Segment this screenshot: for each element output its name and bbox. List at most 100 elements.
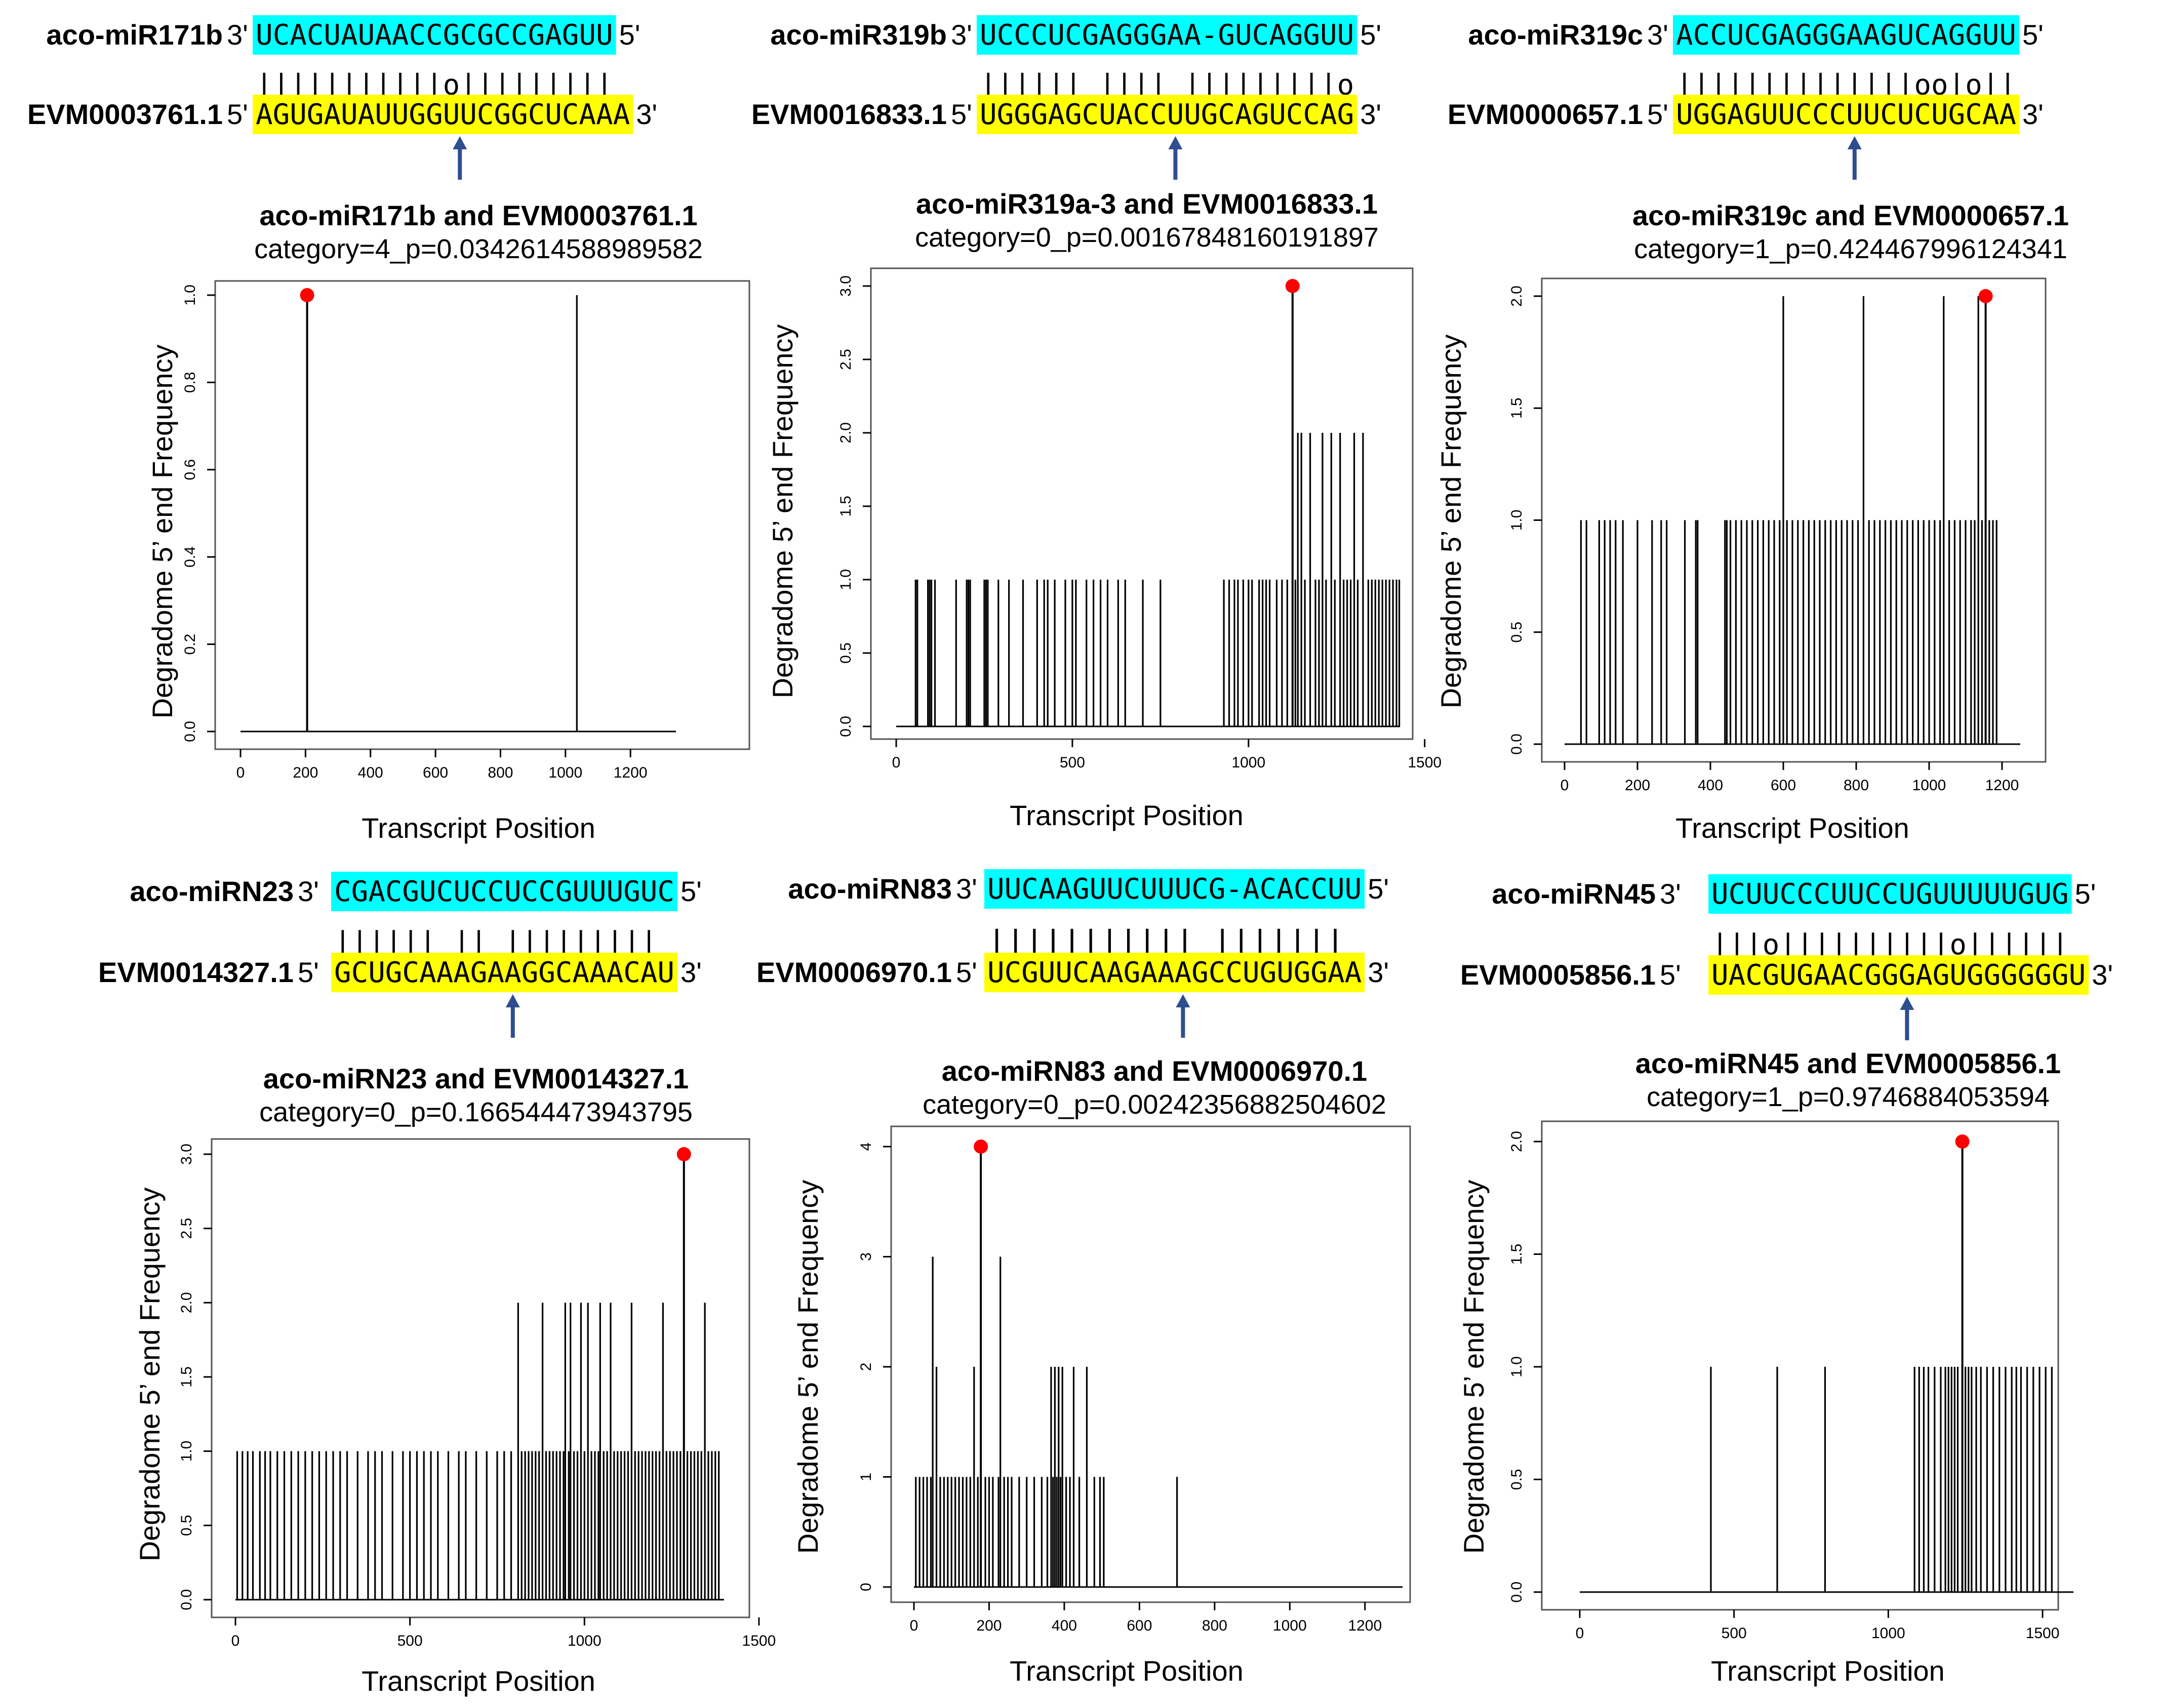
- y-tick-label: 0.0: [837, 716, 854, 737]
- plot-frame: [890, 1125, 1411, 1603]
- x-tick-label: 1500: [742, 1633, 776, 1649]
- target-sequence: AGUGAUAUUGGUUCGGCUCAAA: [256, 98, 630, 131]
- peak-marker: [1978, 289, 1993, 303]
- y-tick-label: 0.0: [1508, 734, 1525, 755]
- y-tick-label: 1.0: [182, 284, 198, 306]
- mirna-5prime-label: 5': [1368, 873, 1389, 905]
- cleavage-arrow-head: [505, 994, 520, 1007]
- mirna-5prime-label: 5': [681, 875, 702, 907]
- y-tick-label: 2: [858, 1363, 874, 1371]
- y-tick-label: 1.5: [1508, 397, 1525, 419]
- target-sequence: UGGAGUUCCCUUCUCUGCAA: [1676, 98, 2016, 131]
- y-tick-label: 2.5: [178, 1218, 195, 1239]
- mirna-sequence: UCACUAUAACCGCGCCGAGUU: [256, 19, 613, 52]
- x-tick-label: 1000: [1273, 1617, 1307, 1634]
- plot-frame: [1541, 1120, 2059, 1611]
- mirna-sequence: UCCCUCGAGGGAA-GUCAGGUU: [980, 19, 1354, 52]
- x-tick-label: 0: [892, 754, 901, 771]
- target-sequence: GCUGCAAAGAAGGCAAACAU: [334, 956, 674, 989]
- x-tick-label: 200: [1625, 777, 1650, 794]
- cleavage-arrow-head: [1168, 136, 1183, 149]
- cleavage-arrow-head: [1847, 136, 1862, 149]
- x-tick-label: 1000: [1912, 777, 1946, 794]
- chart-panel-5: aco-miRN83 3' UUCAAGUUCUUUCG-ACACCUU 5' |||…: [756, 869, 1411, 1687]
- x-tick-label: 500: [397, 1633, 423, 1649]
- target-label: EVM0016833.1: [751, 98, 947, 130]
- y-tick-label: 1.5: [837, 496, 854, 517]
- chart-subtitle: category=1_p=0.424467996124341: [1634, 234, 2067, 264]
- mirna-3prime-label: 3': [298, 875, 319, 907]
- target-5prime-label: 5': [1660, 959, 1681, 991]
- y-tick-label: 2.0: [1508, 286, 1525, 307]
- mirna-highlight: [253, 15, 616, 55]
- y-tick-label: 0.0: [1508, 1581, 1525, 1603]
- target-highlight: [984, 953, 1365, 992]
- y-tick-label: 2.0: [178, 1292, 195, 1313]
- x-tick-label: 1200: [1348, 1617, 1382, 1634]
- target-3prime-label: 3': [681, 956, 702, 988]
- plot-frame: [214, 280, 750, 750]
- chart-panel-6: aco-miRN45 3' UCUUCCCUUCCUGUUUUUGUG 5'|||o|…: [1458, 874, 2113, 1687]
- x-axis-label: Transcript Position: [362, 812, 595, 844]
- chart-panel-3: aco-miR319c 3' ACCUCGAGGGAAGUCAGGUU 5'|||||…: [1435, 15, 2069, 844]
- target-5prime-label: 5': [1647, 98, 1668, 130]
- y-tick-label: 4: [858, 1143, 874, 1151]
- y-axis-label: Degradome 5’ end Frequency: [1458, 1180, 1490, 1554]
- x-tick-label: 800: [1202, 1617, 1227, 1634]
- x-tick-label: 0: [1576, 1625, 1584, 1642]
- y-tick-label: 0.5: [1508, 622, 1525, 643]
- x-tick-label: 1000: [548, 764, 582, 781]
- target-3prime-label: 3': [2022, 98, 2044, 130]
- x-tick-label: 500: [1060, 754, 1085, 771]
- y-tick-label: 0: [858, 1583, 874, 1592]
- x-tick-label: 1500: [1408, 754, 1442, 771]
- y-tick-label: 1.5: [178, 1366, 195, 1388]
- x-axis-label: Transcript Position: [1711, 1655, 1945, 1687]
- target-sequence: UGGGAGCUACCUUGCAGUCCAG: [980, 98, 1354, 131]
- x-axis-label: Transcript Position: [1010, 1655, 1244, 1687]
- mirna-3prime-label: 3': [1647, 19, 1668, 51]
- mirna-3prime-label: 3': [227, 19, 248, 51]
- chart-subtitle: category=0_p=0.166544473943795: [259, 1097, 693, 1127]
- y-tick-label: 0.8: [182, 372, 198, 393]
- target-label: EVM0014327.1: [98, 956, 294, 988]
- y-tick-label: 0.6: [182, 459, 198, 480]
- x-tick-label: 1000: [1231, 754, 1265, 771]
- target-sequence: UACGUGAACGGGAGUGGGGGGU: [1711, 959, 2086, 992]
- x-axis-label: Transcript Position: [362, 1665, 595, 1697]
- y-tick-label: 1.0: [837, 569, 854, 590]
- cleavage-arrow-head: [1176, 994, 1190, 1007]
- chart-subtitle: category=0_p=0.00242356882504602: [923, 1089, 1386, 1120]
- x-tick-label: 1000: [568, 1633, 602, 1649]
- peak-marker: [1285, 279, 1300, 293]
- y-axis-label: Degradome 5’ end Frequency: [134, 1188, 166, 1562]
- target-highlight: [253, 95, 633, 134]
- y-tick-label: 0.4: [182, 546, 198, 567]
- target-label: EVM0003761.1: [27, 98, 223, 130]
- y-tick-label: 0.5: [1508, 1469, 1525, 1490]
- chart-panel-4: aco-miRN23 3' CGACGUCUCCUCCGUUUGUC 5'||||||…: [98, 872, 776, 1697]
- x-tick-label: 800: [488, 764, 513, 781]
- mirna-sequence: UUCAAGUUCUUUCG-ACACCUU: [987, 873, 1362, 906]
- y-tick-label: 3.0: [837, 275, 854, 297]
- y-axis-label: Degradome 5’ end Frequency: [792, 1180, 824, 1554]
- x-tick-label: 0: [231, 1633, 240, 1649]
- chart-title: aco-miR319a-3 and EVM0016833.1: [916, 188, 1378, 220]
- y-tick-label: 1: [858, 1473, 874, 1481]
- target-5prime-label: 5': [298, 956, 319, 988]
- y-axis-label: Degradome 5’ end Frequency: [767, 324, 798, 699]
- mirna-label: aco-miRN83: [788, 873, 952, 905]
- target-highlight: [331, 953, 677, 992]
- cleavage-arrow-head: [1900, 997, 1914, 1010]
- mirna-sequence: ACCUCGAGGGAAGUCAGGUU: [1676, 19, 2016, 52]
- peak-marker: [1955, 1134, 1970, 1149]
- target-label: EVM0000657.1: [1448, 98, 1643, 130]
- mirna-highlight: [331, 872, 677, 911]
- y-tick-label: 0.0: [182, 721, 198, 742]
- mirna-label: aco-miR171b: [46, 19, 223, 51]
- peak-marker: [676, 1147, 691, 1161]
- mirna-sequence: CGACGUCUCCUCCGUUUGUC: [334, 875, 674, 908]
- target-highlight: [1673, 95, 2019, 134]
